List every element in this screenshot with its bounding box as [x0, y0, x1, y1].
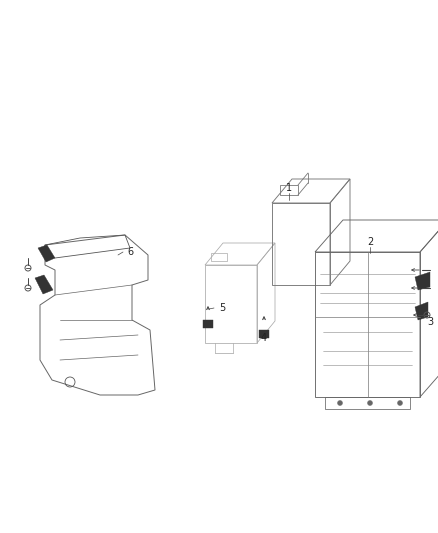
Text: 4: 4 — [261, 333, 267, 343]
Polygon shape — [35, 275, 53, 294]
Text: 6: 6 — [127, 247, 133, 257]
Circle shape — [367, 400, 372, 406]
Polygon shape — [38, 245, 55, 262]
Bar — [203, 320, 213, 328]
Polygon shape — [415, 272, 430, 290]
Circle shape — [338, 400, 343, 406]
Text: 2: 2 — [367, 237, 373, 247]
Circle shape — [398, 400, 403, 406]
Text: 5: 5 — [219, 303, 225, 313]
Bar — [259, 330, 269, 338]
Text: 1: 1 — [286, 183, 292, 193]
Polygon shape — [415, 302, 428, 320]
Text: 3: 3 — [427, 317, 433, 327]
